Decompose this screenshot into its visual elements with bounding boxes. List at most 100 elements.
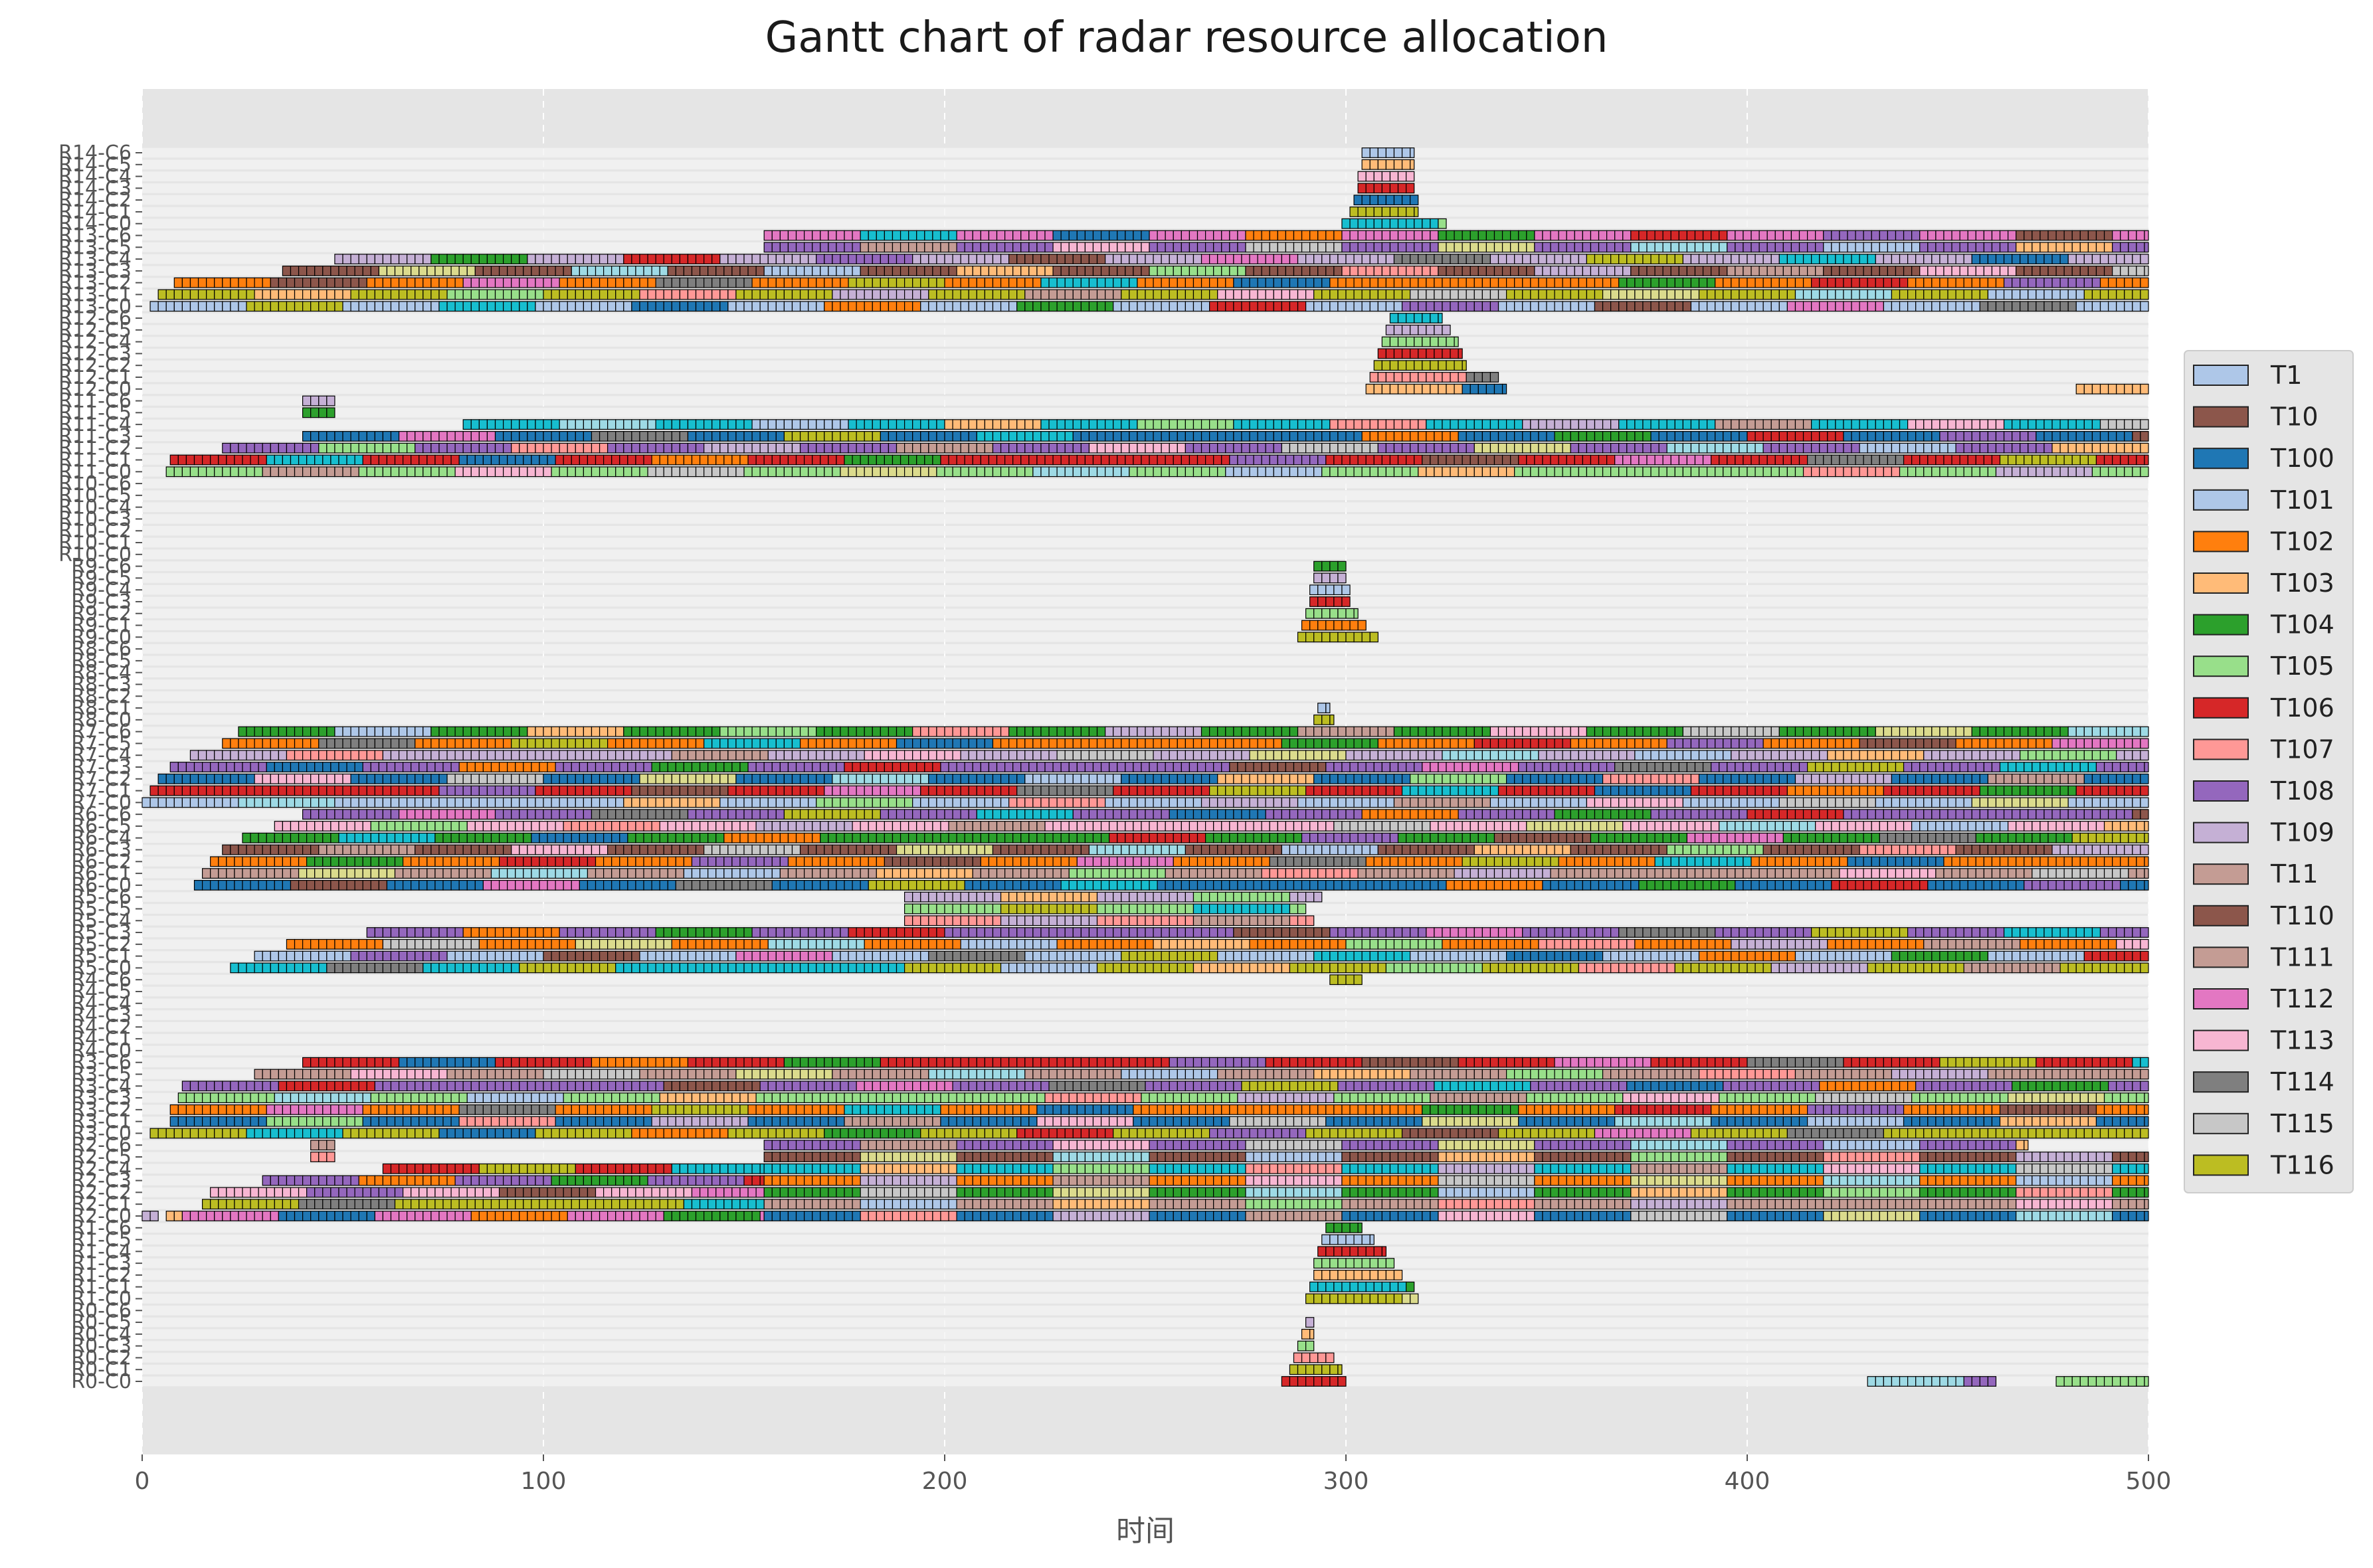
task-bar [655, 1211, 664, 1221]
task-bar [579, 1116, 589, 1127]
task-bar [1325, 1104, 1335, 1115]
task-bar [1903, 1163, 1913, 1174]
task-bar [1237, 868, 1246, 879]
task-bar [1550, 1116, 1559, 1127]
task-bar [1698, 927, 1708, 938]
task-bar [427, 1199, 436, 1210]
task-bar [1169, 903, 1178, 915]
task-bar [1983, 1104, 1993, 1115]
task-bar [820, 868, 829, 879]
task-bar [2040, 1116, 2049, 1127]
task-bar [2071, 1199, 2081, 1210]
task-bar [1626, 1069, 1636, 1080]
task-bar [1458, 950, 1467, 962]
task-bar [1012, 1199, 1022, 1210]
task-bar [1309, 879, 1319, 891]
task-bar [2047, 1163, 2057, 1174]
task-bar [575, 1211, 585, 1221]
task-bar [274, 1199, 284, 1210]
task-bar [1530, 962, 1539, 974]
task-bar [1269, 1211, 1278, 1221]
task-bar [2075, 962, 2085, 974]
task-bar [1582, 1187, 1592, 1198]
task-bar [1113, 1057, 1122, 1068]
task-bar [423, 1163, 432, 1174]
task-bar [1341, 1092, 1351, 1103]
task-bar [1213, 1211, 1222, 1221]
task-bar [924, 1140, 933, 1151]
task-bar [494, 1081, 504, 1092]
task-bar [1489, 962, 1499, 974]
task-bar [731, 868, 741, 879]
task-bar [511, 1163, 520, 1174]
task-bar [1397, 1152, 1407, 1162]
task-bar [924, 1199, 933, 1210]
task-bar [250, 868, 259, 879]
task-bar [1943, 1104, 1952, 1115]
task-bar [1233, 938, 1242, 950]
task-bar [1782, 1199, 1792, 1210]
task-bar [366, 927, 375, 938]
task-bar [1044, 868, 1054, 879]
task-bar [615, 938, 624, 950]
task-bar [1032, 927, 1042, 938]
task-bar [1907, 1128, 1917, 1139]
task-bar [2008, 1104, 2017, 1115]
task-bar [1550, 1211, 1559, 1221]
task-bar [282, 1199, 292, 1210]
task-bar [1790, 1163, 1800, 1174]
task-bar [1204, 1199, 1214, 1210]
task-bar [2059, 1057, 2069, 1068]
row-track [142, 1329, 2148, 1340]
task-bar [900, 1211, 909, 1221]
task-bar [1397, 1199, 1407, 1210]
task-bar [715, 1199, 725, 1210]
task-bar [2103, 1211, 2113, 1221]
task-bar [1113, 962, 1122, 974]
task-bar [1899, 1081, 1909, 1092]
task-bar [1012, 1140, 1022, 1151]
task-bar [836, 868, 845, 879]
task-bar [454, 962, 464, 974]
task-bar [466, 1199, 476, 1210]
task-bar [812, 1104, 821, 1115]
task-bar [631, 1211, 640, 1221]
task-bar [278, 1211, 288, 1221]
task-bar [679, 1175, 689, 1186]
task-bar [1686, 1104, 1696, 1115]
task-bar [1076, 1163, 1086, 1174]
task-bar [1204, 1211, 1214, 1221]
task-bar [494, 1069, 504, 1080]
task-bar [683, 1092, 693, 1103]
task-bar [968, 1057, 977, 1068]
task-bar [1518, 1104, 1527, 1115]
task-bar [1458, 938, 1467, 950]
task-bar [1157, 1152, 1166, 1162]
task-bar [880, 1057, 890, 1068]
task-bar [346, 1092, 355, 1103]
row-track [142, 608, 2148, 619]
task-bar [627, 1092, 636, 1103]
task-bar [1747, 962, 1756, 974]
task-bar [1024, 962, 1034, 974]
task-bar [1365, 1092, 1375, 1103]
task-bar [462, 938, 472, 950]
row-track [142, 573, 2148, 583]
task-bar [1662, 1175, 1671, 1186]
task-bar [2103, 1175, 2113, 1186]
task-bar [1036, 1152, 1046, 1162]
task-bar [1361, 1057, 1371, 1068]
task-bar [1092, 1187, 1102, 1198]
task-bar [346, 868, 355, 879]
task-bar [1598, 1116, 1608, 1127]
task-bar [1353, 1234, 1363, 1245]
task-bar [1947, 1128, 1956, 1139]
task-bar [258, 1199, 267, 1210]
task-bar [1297, 915, 1307, 926]
task-bar [695, 1069, 705, 1080]
task-bar [1173, 1116, 1182, 1127]
task-bar [1743, 1092, 1752, 1103]
task-bar [643, 1104, 652, 1115]
task-bar [567, 1057, 576, 1068]
task-bar [1117, 1104, 1126, 1115]
